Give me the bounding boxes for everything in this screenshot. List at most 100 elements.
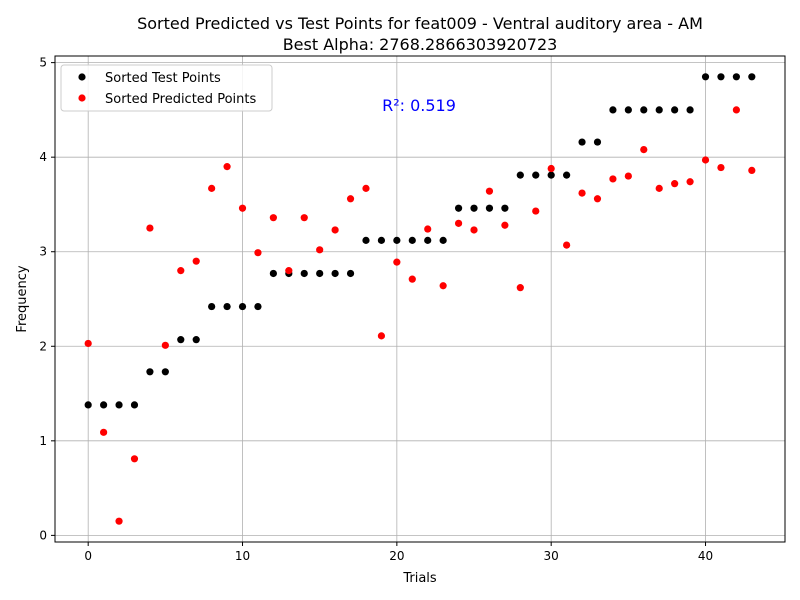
- x-tick-label: 0: [84, 549, 92, 563]
- test-point: [640, 106, 648, 114]
- predicted-point: [701, 156, 710, 164]
- test-point: [748, 73, 756, 81]
- predicted-point: [439, 282, 447, 290]
- legend-label-predicted: Sorted Predicted Points: [105, 92, 256, 107]
- test-point: [532, 171, 540, 179]
- predicted-point: [84, 339, 92, 348]
- test-point: [686, 106, 694, 114]
- predicted-point: [732, 106, 740, 114]
- predicted-point: [671, 180, 679, 188]
- data-points: [84, 73, 756, 525]
- predicted-point: [316, 246, 324, 254]
- legend-label-test: Sorted Test Points: [105, 71, 221, 86]
- test-point: [362, 236, 370, 244]
- predicted-point: [223, 163, 231, 171]
- test-point: [115, 401, 123, 409]
- predicted-point: [655, 184, 663, 192]
- test-point: [223, 302, 231, 311]
- test-point: [192, 336, 200, 344]
- test-point: [547, 171, 555, 179]
- predicted-point: [717, 163, 725, 172]
- test-point: [393, 236, 401, 244]
- predicted-point: [454, 219, 463, 227]
- predicted-point: [331, 226, 339, 234]
- test-point: [254, 302, 262, 311]
- predicted-point: [563, 241, 571, 249]
- predicted-point: [532, 207, 540, 215]
- predicted-point: [146, 224, 154, 232]
- predicted-point: [238, 204, 247, 212]
- predicted-point: [285, 267, 293, 275]
- test-point: [501, 204, 509, 212]
- predicted-point: [609, 175, 617, 183]
- test-point: [593, 138, 602, 146]
- test-point: [454, 204, 463, 212]
- predicted-point: [346, 195, 355, 203]
- predicted-point: [362, 184, 370, 192]
- test-point: [130, 401, 139, 409]
- predicted-point: [300, 214, 308, 222]
- predicted-point: [393, 258, 401, 266]
- predicted-point: [516, 284, 524, 292]
- predicted-point: [593, 195, 602, 203]
- test-point: [408, 236, 416, 244]
- test-point: [161, 368, 169, 376]
- y-tick-label: 0: [39, 528, 47, 542]
- plot-area-border: [54, 55, 786, 543]
- y-tick-label: 2: [39, 339, 47, 353]
- test-point: [300, 269, 308, 278]
- predicted-point: [485, 187, 494, 195]
- y-tick-label: 3: [39, 245, 47, 259]
- chart-title: Sorted Predicted vs Test Points for feat…: [137, 14, 703, 33]
- legend-marker-predicted: [78, 94, 86, 102]
- x-axis-label: Trials: [402, 571, 437, 586]
- predicted-point: [115, 517, 123, 525]
- legend-marker-test: [78, 73, 86, 81]
- predicted-point: [748, 166, 756, 175]
- grid: [55, 56, 785, 542]
- predicted-point: [470, 226, 478, 234]
- test-point: [671, 106, 679, 114]
- test-point: [485, 204, 494, 212]
- test-point: [331, 269, 339, 278]
- predicted-point: [161, 341, 169, 349]
- test-point: [238, 302, 247, 311]
- r-squared-annotation: R²: 0.519: [382, 96, 456, 115]
- predicted-point: [578, 189, 586, 197]
- x-tick-label: 40: [698, 549, 713, 563]
- y-axis-label: Frequency: [15, 265, 30, 332]
- predicted-point: [686, 178, 694, 186]
- test-point: [424, 236, 432, 244]
- legend: Sorted Test Points Sorted Predicted Poin…: [60, 64, 273, 112]
- predicted-point: [208, 184, 216, 192]
- legend-box: [60, 64, 273, 112]
- predicted-point: [192, 257, 200, 265]
- axis-ticks: 0 10 20 30 40 0 1 2 3 4 5: [39, 56, 713, 563]
- predicted-point: [424, 225, 432, 233]
- test-point: [177, 336, 185, 344]
- predicted-point: [624, 172, 632, 180]
- x-tick-label: 10: [235, 549, 250, 563]
- predicted-point: [177, 267, 185, 275]
- predicted-point: [130, 455, 139, 463]
- predicted-point: [408, 275, 416, 283]
- test-point: [100, 401, 108, 409]
- x-tick-label: 30: [544, 549, 559, 563]
- test-point: [516, 171, 524, 179]
- test-point: [470, 204, 478, 212]
- test-point: [346, 269, 355, 278]
- y-tick-label: 1: [39, 434, 47, 448]
- test-point: [701, 73, 710, 81]
- predicted-point: [254, 249, 262, 257]
- test-point: [439, 236, 447, 244]
- predicted-point: [269, 214, 277, 222]
- test-point: [717, 73, 725, 81]
- test-point: [563, 171, 571, 179]
- test-point: [578, 138, 586, 146]
- y-tick-label: 4: [39, 150, 47, 164]
- test-point: [609, 106, 617, 114]
- test-point: [377, 236, 386, 244]
- x-tick-label: 20: [389, 549, 404, 563]
- test-point: [655, 106, 663, 114]
